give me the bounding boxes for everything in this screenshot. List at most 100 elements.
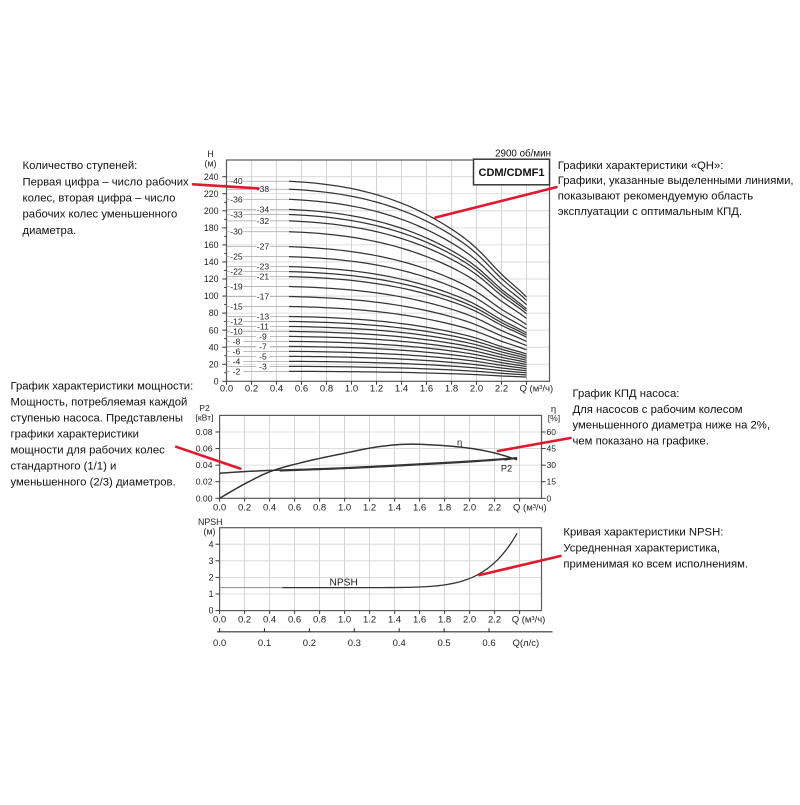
svg-text:Кривая характеристики NPSH:: Кривая характеристики NPSH: <box>563 527 723 539</box>
svg-text:1.8: 1.8 <box>438 615 451 626</box>
svg-text:0.4: 0.4 <box>263 502 276 513</box>
svg-text:-9: -9 <box>259 331 267 341</box>
svg-text:2.0: 2.0 <box>470 384 483 395</box>
svg-text:[%]: [%] <box>548 413 560 423</box>
svg-text:3: 3 <box>209 556 214 566</box>
svg-text:-5: -5 <box>259 351 267 361</box>
svg-text:1.6: 1.6 <box>420 384 433 395</box>
svg-text:-13: -13 <box>257 311 270 321</box>
svg-text:2.0: 2.0 <box>463 615 476 626</box>
svg-text:0: 0 <box>547 493 552 503</box>
svg-text:0.6: 0.6 <box>288 615 301 626</box>
svg-text:1.0: 1.0 <box>338 615 351 626</box>
svg-text:1.2: 1.2 <box>363 615 376 626</box>
svg-text:1.6: 1.6 <box>413 615 426 626</box>
svg-text:0.00: 0.00 <box>196 493 213 503</box>
svg-text:1.4: 1.4 <box>395 384 408 395</box>
svg-text:рабочих колес уменьшенного: рабочих колес уменьшенного <box>23 209 178 221</box>
svg-text:0.6: 0.6 <box>295 384 308 395</box>
svg-text:мощности для рабочих колес: мощности для рабочих колес <box>11 445 166 457</box>
svg-text:Для насосов с рабочим колесом: Для насосов с рабочим колесом <box>573 404 743 416</box>
svg-text:0.6: 0.6 <box>482 638 495 649</box>
svg-text:-36: -36 <box>230 194 243 204</box>
svg-text:60: 60 <box>547 427 557 437</box>
svg-text:0.08: 0.08 <box>196 427 213 437</box>
svg-text:показывают рекомендуемую облас: показывают рекомендуемую область <box>558 191 753 203</box>
svg-text:0.8: 0.8 <box>313 502 326 513</box>
svg-text:Усредненная характеристика,: Усредненная характеристика, <box>563 542 720 554</box>
svg-text:0.4: 0.4 <box>263 615 276 626</box>
svg-text:0: 0 <box>209 606 214 616</box>
svg-text:45: 45 <box>547 444 557 454</box>
svg-text:-33: -33 <box>230 209 243 219</box>
svg-text:2.2: 2.2 <box>488 502 501 513</box>
svg-text:2.0: 2.0 <box>463 502 476 513</box>
svg-text:-7: -7 <box>259 341 267 351</box>
svg-text:-4: -4 <box>233 356 241 366</box>
svg-text:60: 60 <box>209 325 219 335</box>
svg-text:0.2: 0.2 <box>303 638 316 649</box>
svg-text:-2: -2 <box>233 366 241 376</box>
svg-text:уменьшенного диаметра ниже на: уменьшенного диаметра ниже на 2%, <box>573 420 771 432</box>
svg-text:ступенью насоса. Представлены: ступенью насоса. Представлены <box>11 413 184 425</box>
svg-text:-23: -23 <box>257 262 270 272</box>
svg-text:-19: -19 <box>230 282 243 292</box>
svg-text:0.0: 0.0 <box>213 502 226 513</box>
svg-text:Количество ступеней:: Количество ступеней: <box>23 160 138 172</box>
svg-text:100: 100 <box>204 291 219 301</box>
svg-text:200: 200 <box>204 206 219 216</box>
svg-text:η: η <box>457 438 462 449</box>
svg-text:1.2: 1.2 <box>370 384 383 395</box>
svg-text:0.0: 0.0 <box>220 384 233 395</box>
svg-text:2.2: 2.2 <box>495 384 508 395</box>
svg-text:-34: -34 <box>257 204 270 214</box>
svg-text:P2: P2 <box>199 403 210 413</box>
svg-text:Первая цифра – число рабочих: Первая цифра – число рабочих <box>23 176 190 188</box>
svg-text:1.0: 1.0 <box>345 384 358 395</box>
svg-text:-6: -6 <box>233 346 241 356</box>
svg-text:η: η <box>551 404 556 415</box>
svg-text:Мощность, потребляемая каждой: Мощность, потребляемая каждой <box>11 397 188 409</box>
svg-text:0.0: 0.0 <box>213 638 226 649</box>
svg-text:2900 об/мин: 2900 об/мин <box>495 149 551 160</box>
svg-text:[кВт]: [кВт] <box>196 412 214 422</box>
svg-text:-32: -32 <box>257 216 270 226</box>
svg-text:1.8: 1.8 <box>438 502 451 513</box>
svg-text:-11: -11 <box>257 321 269 331</box>
svg-text:-22: -22 <box>230 267 243 277</box>
svg-text:0: 0 <box>214 376 219 386</box>
svg-text:0.4: 0.4 <box>270 384 283 395</box>
svg-text:0.4: 0.4 <box>393 638 406 649</box>
svg-text:-21: -21 <box>257 272 270 282</box>
svg-text:Q (м³/ч): Q (м³/ч) <box>513 502 547 513</box>
svg-text:240: 240 <box>204 172 219 182</box>
svg-text:0.8: 0.8 <box>320 384 333 395</box>
svg-text:180: 180 <box>204 223 219 233</box>
svg-text:80: 80 <box>209 308 219 318</box>
svg-text:20: 20 <box>209 359 219 369</box>
svg-text:-15: -15 <box>230 301 243 311</box>
svg-text:P2: P2 <box>501 464 512 474</box>
svg-text:уменьшенного (2/3) диаметров.: уменьшенного (2/3) диаметров. <box>11 477 176 489</box>
svg-text:4: 4 <box>209 539 214 549</box>
svg-text:0.2: 0.2 <box>245 384 258 395</box>
svg-text:0.0: 0.0 <box>213 615 226 626</box>
svg-text:160: 160 <box>204 240 219 250</box>
svg-text:140: 140 <box>204 257 219 267</box>
svg-text:2: 2 <box>209 573 214 583</box>
svg-text:CDM/CDMF1: CDM/CDMF1 <box>479 167 545 179</box>
svg-text:График характеристики мощности: График характеристики мощности: <box>11 381 194 393</box>
svg-text:колес, вторая цифра – число: колес, вторая цифра – число <box>23 193 176 205</box>
svg-text:Графики, указанные выделенными: Графики, указанные выделенными линиями, <box>558 175 794 187</box>
svg-text:чем показано на графике.: чем показано на графике. <box>573 435 709 447</box>
svg-text:-40: -40 <box>230 176 243 186</box>
svg-text:15: 15 <box>547 477 557 487</box>
svg-text:Q(л/с): Q(л/с) <box>513 638 540 649</box>
svg-text:применимая ко всем исполнениям: применимая ко всем исполнениям. <box>563 558 748 570</box>
svg-text:-3: -3 <box>259 361 267 371</box>
svg-text:0.8: 0.8 <box>313 615 326 626</box>
svg-text:0.2: 0.2 <box>238 502 251 513</box>
svg-text:2.2: 2.2 <box>488 615 501 626</box>
svg-text:0.3: 0.3 <box>348 638 361 649</box>
svg-text:диаметра.: диаметра. <box>23 225 77 237</box>
